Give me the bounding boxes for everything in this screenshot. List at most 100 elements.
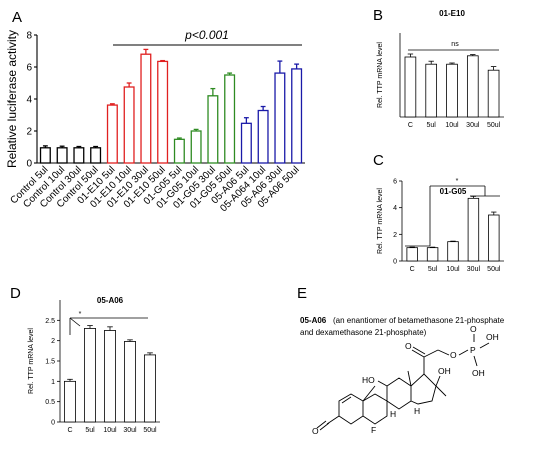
structure-description-line1: (an enantiomer of betamethasone 21-phosp… [333, 316, 505, 325]
atom-o3: O [405, 341, 412, 351]
x-tick-label: 50ul [487, 122, 501, 129]
bar [157, 60, 169, 164]
c13-methyl-bond [407, 370, 412, 387]
bar [224, 74, 236, 164]
x-tick-label: 30ul [466, 122, 480, 129]
bar [64, 380, 77, 423]
y-tick-label: 2 [26, 127, 32, 138]
carbonyl-bond [319, 422, 330, 431]
y-tick-label: 4 [26, 95, 32, 106]
ketone-bond [411, 349, 425, 358]
ring-a-double-bond [341, 396, 352, 404]
atom-oh3: OH [438, 366, 451, 376]
y-tick-label: 0.5 [45, 399, 55, 406]
atom-oh2: OH [472, 368, 485, 378]
bar [291, 68, 303, 164]
p-value-annotation: p<0.001 [184, 28, 229, 42]
panel-letter-c: C [373, 152, 384, 169]
bar [39, 147, 51, 164]
bar [207, 95, 219, 164]
y-tick-label: 0 [393, 258, 397, 265]
significance-label: * [79, 311, 82, 318]
atom-p: P [470, 345, 476, 355]
y-axis-label: Rel. TTP mRNA level [377, 42, 384, 108]
y-tick-label: 0 [51, 419, 55, 426]
bar [123, 86, 135, 164]
atom-o1: O [470, 324, 477, 334]
atom-f: F [371, 425, 376, 435]
y-axis-label: Relative luciferase activity [5, 30, 19, 168]
bar [447, 241, 459, 262]
bar [487, 69, 500, 118]
y-tick-label: 2 [393, 232, 397, 239]
bar [240, 122, 252, 164]
y-tick-label: 4 [393, 205, 397, 212]
ring-a-bond [326, 393, 364, 425]
x-tick-label: 10ul [445, 122, 459, 129]
bar [274, 72, 286, 164]
bar [104, 330, 117, 423]
ring-b-bond [362, 393, 388, 425]
bar [143, 354, 156, 423]
atom-oh1: OH [486, 332, 499, 342]
panel-letter-a: A [12, 9, 22, 26]
y-axis-label: Rel. TTP mRNA level [28, 328, 35, 394]
c21-bond [423, 349, 439, 358]
panel-letter-b: B [373, 7, 383, 24]
ring-c-bond [386, 377, 412, 410]
x-tick-label: C [408, 122, 413, 129]
bar [106, 104, 118, 164]
bar [426, 247, 439, 262]
y-tick-label: 2 [51, 338, 55, 345]
chart-title: 01-G05 [440, 187, 467, 196]
carbonyl-bond-double [316, 420, 327, 429]
y-tick-label: 1.5 [45, 358, 55, 365]
c16-methyl-bond [435, 385, 447, 397]
c10-methyl-bond [362, 385, 376, 402]
bar [488, 214, 500, 262]
y-tick-label: 6 [393, 178, 397, 185]
x-tick-label: 30ul [467, 266, 481, 273]
panel-letter-e: E [297, 285, 307, 302]
bar [140, 53, 152, 164]
x-tick-label: 50ul [143, 427, 157, 434]
atom-o2: O [450, 350, 457, 360]
bar [406, 247, 418, 262]
c11-oh-bond [377, 380, 388, 387]
structure-title: 05-A06 [300, 316, 327, 325]
bar [446, 63, 458, 118]
panel-letter-d: D [10, 285, 21, 302]
chemical-structure [316, 334, 490, 431]
significance-label: * [456, 178, 459, 185]
bar [56, 147, 68, 164]
bar [124, 341, 137, 423]
ketone-bond-double [412, 346, 426, 355]
y-axis-label: Rel. TTP mRNA level [377, 188, 384, 254]
x-tick-label: 50ul [487, 266, 501, 273]
bar [90, 147, 102, 164]
bar [404, 56, 417, 118]
structure-description-line2: and dexamethasone 21-phosphate) [300, 328, 427, 337]
poh-bond [479, 342, 490, 349]
chart-c: 0 2 4 6 Rel. TTP mRNA level 01-G05 C 5ul 10ul 30u… [377, 178, 504, 273]
bar [425, 63, 438, 118]
chemical-atoms: OH O P OH O O HO OH F H H O [312, 324, 499, 436]
x-tick-label: C [410, 266, 415, 273]
c17-oh-bond [435, 375, 441, 387]
y-tick-label: 8 [26, 31, 32, 42]
atom-o4: O [312, 426, 319, 436]
bar [173, 138, 185, 164]
chart-d: 0 0.5 1 1.5 2 2.5 Rel. TTP mRNA level 05-A06 C 5u… [28, 296, 160, 434]
poh-bond-2 [473, 355, 478, 367]
y-tick-label: 2.5 [45, 318, 55, 325]
chart-b: Rel. TTP mRNA level 01-E10 C 5ul 10ul 30ul 50u… [377, 9, 504, 129]
ester-bond [437, 349, 450, 356]
y-tick-label: 0 [26, 159, 32, 170]
phosphate-bond [458, 349, 469, 356]
significance-label: ns [451, 41, 459, 48]
atom-ho: HO [362, 375, 375, 385]
x-tick-label: 10ul [446, 266, 460, 273]
bar [190, 130, 202, 164]
